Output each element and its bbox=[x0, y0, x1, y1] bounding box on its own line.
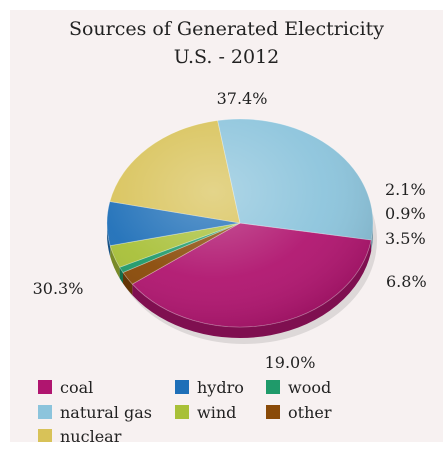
legend-label-wind: wind bbox=[197, 402, 237, 422]
legend-label-nuclear: nuclear bbox=[60, 426, 122, 446]
legend-item-wood: wood bbox=[266, 376, 331, 398]
legend-swatch-natural-gas bbox=[38, 405, 52, 419]
chart-title: Sources of Generated Electricity bbox=[68, 18, 385, 40]
legend-label-other: other bbox=[288, 402, 332, 422]
legend-item-hydro: hydro bbox=[175, 376, 244, 398]
pie-gloss bbox=[107, 119, 373, 327]
legend-item-natural-gas: natural gas bbox=[38, 401, 152, 423]
legend-swatch-hydro bbox=[175, 380, 189, 394]
pie-side-hydro bbox=[107, 223, 111, 257]
legend-label-hydro: hydro bbox=[197, 377, 244, 397]
legend-swatch-wind bbox=[175, 405, 189, 419]
legend-item-nuclear: nuclear bbox=[38, 425, 121, 447]
legend-item-other: other bbox=[266, 401, 331, 423]
pie-side-other bbox=[123, 272, 133, 296]
data-label-natural-gas: 30.3% bbox=[33, 279, 84, 298]
chart-subtitle: U.S. - 2012 bbox=[173, 46, 280, 68]
pie-side-coal bbox=[132, 239, 372, 339]
legend-swatch-nuclear bbox=[38, 429, 52, 443]
legend-item-wind: wind bbox=[175, 401, 236, 423]
data-label-other: 2.1% bbox=[385, 180, 426, 199]
legend-swatch-wood bbox=[266, 380, 280, 394]
data-label-nuclear: 19.0% bbox=[265, 353, 316, 372]
pie-side-wood bbox=[119, 267, 124, 284]
legend-label-wood: wood bbox=[288, 377, 332, 397]
legend-item-coal: coal bbox=[38, 376, 93, 398]
data-label-wood: 0.9% bbox=[385, 204, 426, 223]
data-label-hydro: 6.8% bbox=[386, 272, 427, 291]
legend-label-natural-gas: natural gas bbox=[60, 402, 152, 422]
pie-side-natural-gas bbox=[371, 223, 373, 251]
legend-swatch-coal bbox=[38, 380, 52, 394]
data-label-coal: 37.4% bbox=[217, 89, 268, 108]
pie-chart: 37.4% 2.1% 0.9% 3.5% 6.8% 19.0% 30.3% bbox=[33, 89, 427, 372]
pie-side-wind bbox=[110, 245, 120, 279]
data-label-wind: 3.5% bbox=[385, 229, 426, 248]
chart-card: Sources of Generated Electricity U.S. - … bbox=[10, 10, 443, 450]
legend-label-coal: coal bbox=[60, 377, 94, 397]
legend-swatch-other bbox=[266, 405, 280, 419]
